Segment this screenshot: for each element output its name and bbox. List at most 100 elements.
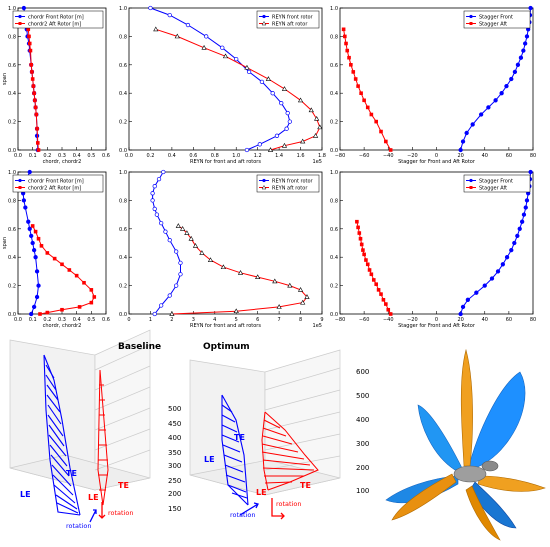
data-point	[152, 311, 157, 317]
optimum-z-tick: 500	[356, 392, 369, 400]
optimum-title: Optimum	[203, 342, 250, 352]
x-tick-label: 80	[530, 153, 536, 159]
data-point	[274, 133, 280, 138]
optimum-z-tick: 400	[356, 416, 369, 424]
data-point	[27, 169, 32, 175]
x-tick-label: 0.0	[14, 153, 22, 159]
optimum-rotation-arrow-aft	[271, 498, 285, 520]
data-point	[259, 79, 265, 84]
data-point	[504, 83, 509, 89]
x-tick-label: 0.5	[87, 317, 95, 323]
baseline-z-tick: 150	[168, 505, 181, 513]
data-point	[34, 112, 39, 117]
data-point	[379, 129, 383, 134]
y-axis-label: span	[2, 73, 8, 85]
optimum-rotation-arrow-front	[239, 502, 259, 516]
x-tick-label: 1.6	[297, 153, 305, 159]
data-point	[207, 257, 214, 262]
data-point	[285, 110, 290, 116]
baseline-z-tick: 400	[168, 434, 181, 442]
y-tick-label: 0.8	[330, 198, 338, 204]
series-aft	[355, 219, 393, 316]
data-point	[199, 250, 205, 255]
data-point	[528, 5, 533, 11]
legend-marker	[18, 22, 22, 25]
aft-blade-left	[391, 473, 457, 521]
data-point	[458, 147, 463, 153]
legend-marker	[469, 186, 473, 189]
series-front	[20, 169, 41, 317]
plot-frame	[128, 7, 323, 151]
data-point	[272, 278, 278, 284]
x-axis-label: REYN for front and aft rotors	[190, 323, 261, 329]
data-point	[45, 310, 50, 315]
y-tick-label: 0.4	[330, 91, 338, 97]
baseline-rotation-aft-label: rotation	[108, 509, 134, 517]
legend-marker	[469, 14, 473, 19]
data-point	[512, 240, 517, 246]
data-point	[379, 292, 383, 296]
x-tick-label: 0.4	[73, 317, 81, 323]
data-point	[524, 34, 530, 39]
data-point	[386, 307, 391, 312]
legend-marker	[18, 186, 22, 189]
data-point	[244, 64, 250, 70]
data-point	[308, 107, 314, 113]
y-tick-label: 0.8	[8, 198, 16, 204]
rotor-3d-render	[385, 348, 546, 541]
data-point	[317, 124, 323, 130]
legend-label: Stagger Aft	[479, 186, 507, 192]
data-point	[244, 147, 250, 153]
legend-box	[256, 10, 320, 29]
optimum-z-tick: 200	[356, 464, 369, 472]
data-point	[175, 223, 181, 228]
plot-3: −80 −60 −40 −20 0 20 40 60 80 0.0 0.2 0.4 0.6 0.8 1.0 S…	[330, 5, 536, 165]
data-point	[486, 105, 491, 110]
x-tick-label: 80	[530, 317, 536, 323]
x-axis-label: REYN for front and aft rotors	[190, 159, 261, 165]
data-point	[33, 229, 38, 234]
x-tick-label: 0.4	[73, 153, 81, 159]
x-tick-label: 0	[435, 153, 438, 159]
data-point	[371, 278, 376, 282]
series-front	[148, 5, 292, 153]
data-point	[353, 77, 358, 81]
optimum-front-blade-wireframe	[221, 394, 249, 506]
y-tick-label: 0.6	[119, 63, 127, 69]
optimum-z-tick: 100	[356, 487, 369, 495]
data-point	[499, 91, 504, 96]
y-tick-label: 0.2	[330, 120, 338, 126]
x-tick-label: −20	[407, 153, 418, 159]
data-point	[33, 255, 38, 260]
series-aft	[153, 26, 323, 152]
data-point	[169, 311, 175, 316]
x-tick-label: 0.2	[146, 153, 154, 159]
x-tick-label: 0.4	[168, 153, 176, 159]
data-point	[152, 206, 157, 212]
y-tick-label: 1.0	[119, 170, 127, 176]
data-point	[474, 290, 479, 295]
data-point	[33, 98, 37, 103]
data-point	[369, 112, 374, 117]
legend-label: Stagger Front	[479, 15, 513, 21]
data-point	[478, 112, 484, 117]
x-axis-label: Stagger for Front and Aft Rotor	[398, 159, 476, 165]
data-point	[367, 268, 372, 272]
plot-4: 0.0 0.1 0.2 0.3 0.4 0.5 0.60.00.20.40.60.81.0c…	[2, 169, 110, 329]
data-point	[233, 308, 239, 314]
optimum-le-aft-label: LE	[256, 488, 267, 497]
data-point	[521, 212, 527, 217]
data-point	[246, 69, 252, 75]
data-point	[464, 130, 469, 136]
y-tick-label: 0.4	[8, 255, 16, 261]
aft-blade-top	[460, 348, 473, 467]
x-tick-label: 60	[506, 317, 512, 323]
data-point	[358, 236, 363, 241]
x-tick-label: 5	[235, 317, 238, 323]
x-tick-label: 20	[457, 317, 463, 323]
x-tick-label: −40	[383, 317, 394, 323]
data-point	[167, 12, 172, 18]
data-point	[384, 139, 388, 144]
data-point	[341, 27, 346, 32]
